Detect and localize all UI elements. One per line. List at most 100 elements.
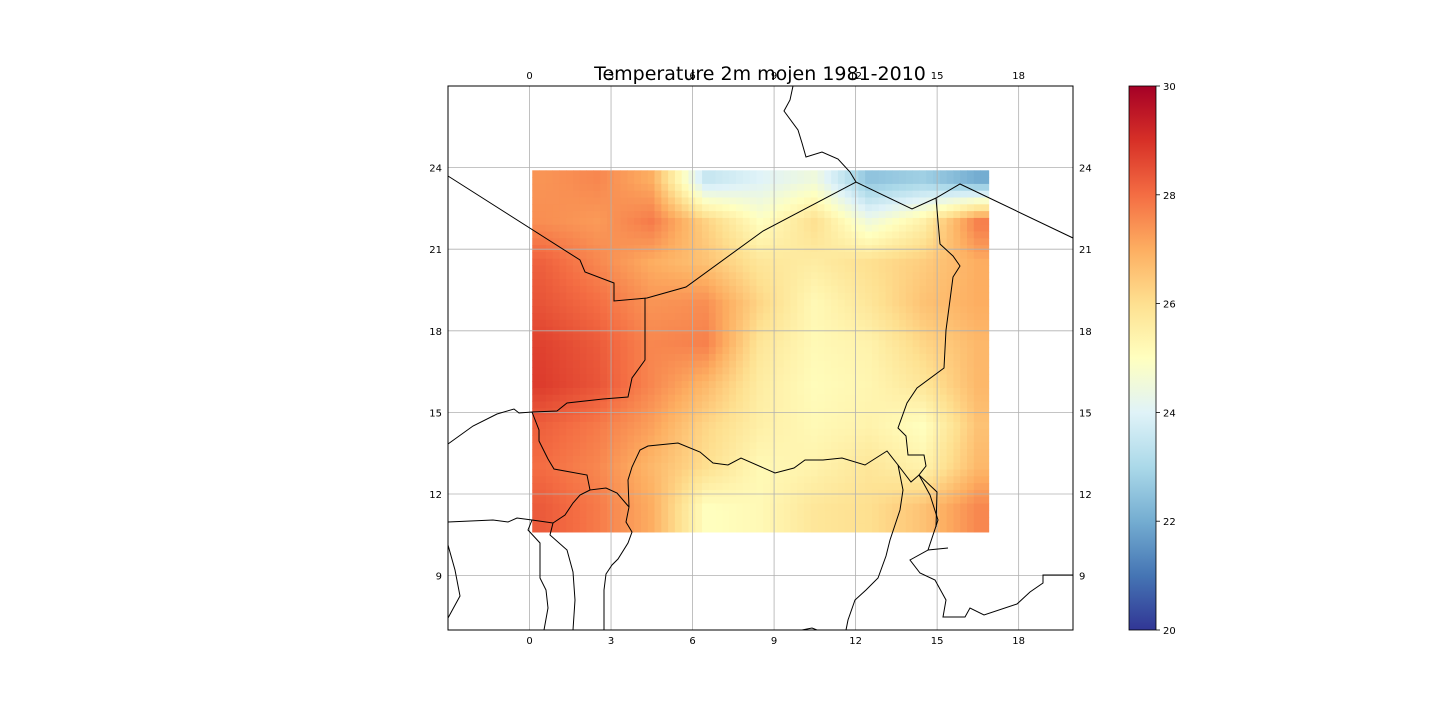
- temperature-cell: [749, 238, 757, 246]
- temperature-cell: [919, 197, 927, 205]
- temperature-cell: [871, 442, 880, 450]
- temperature-cell: [552, 415, 560, 423]
- temperature-cell: [837, 353, 846, 362]
- temperature-cell: [532, 238, 540, 246]
- temperature-cell: [905, 245, 914, 253]
- temperature-cell: [926, 238, 934, 246]
- temperature-cell: [790, 367, 798, 375]
- temperature-cell: [810, 224, 818, 232]
- temperature-cell: [722, 449, 730, 457]
- temperature-cell: [837, 435, 846, 443]
- temperature-cell: [566, 190, 574, 198]
- temperature-cell: [688, 449, 696, 457]
- temperature-cell: [674, 381, 683, 389]
- temperature-cell: [912, 489, 920, 498]
- temperature-cell: [566, 415, 574, 423]
- temperature-cell: [647, 489, 655, 498]
- temperature-cell: [858, 340, 866, 348]
- temperature-cell: [831, 449, 839, 457]
- temperature-cell: [919, 401, 927, 409]
- temperature-cell: [736, 306, 744, 314]
- temperature-cell: [967, 387, 975, 396]
- temperature-cell: [756, 374, 764, 382]
- temperature-cell: [715, 292, 723, 300]
- temperature-cell: [980, 258, 988, 266]
- temperature-cell: [559, 313, 567, 321]
- temperature-cell: [803, 265, 812, 273]
- temperature-cell: [878, 197, 886, 205]
- temperature-cell: [668, 449, 676, 457]
- temperature-cell: [885, 183, 893, 192]
- temperature-cell: [871, 408, 880, 416]
- temperature-cell: [729, 211, 737, 219]
- temperature-cell: [695, 326, 703, 334]
- temperature-cell: [613, 517, 621, 525]
- temperature-cell: [539, 265, 547, 273]
- temperature-cell: [661, 197, 669, 205]
- temperature-cell: [742, 306, 751, 314]
- temperature-cell: [695, 251, 703, 260]
- temperature-cell: [851, 272, 859, 280]
- temperature-cell: [967, 340, 975, 348]
- temperature-cell: [559, 442, 567, 450]
- temperature-cell: [967, 231, 975, 239]
- temperature-cell: [783, 333, 791, 341]
- temperature-cell: [933, 455, 941, 464]
- temperature-cell: [559, 183, 567, 192]
- temperature-cell: [742, 462, 751, 470]
- temperature-cell: [790, 415, 798, 423]
- temperature-cell: [668, 217, 676, 226]
- temperature-cell: [715, 353, 723, 362]
- temperature-cell: [967, 170, 975, 178]
- temperature-cell: [661, 224, 669, 232]
- temperature-cell: [736, 340, 744, 348]
- temperature-cell: [539, 483, 547, 491]
- temperature-cell: [593, 503, 601, 511]
- temperature-cell: [865, 292, 873, 300]
- temperature-cell: [736, 401, 744, 409]
- temperature-cell: [708, 177, 717, 185]
- temperature-cell: [770, 381, 778, 389]
- temperature-cell: [688, 245, 696, 253]
- temperature-cell: [885, 319, 893, 328]
- temperature-cell: [586, 347, 594, 355]
- temperature-cell: [960, 326, 968, 334]
- temperature-cell: [926, 340, 934, 348]
- temperature-cell: [933, 313, 941, 321]
- temperature-cell: [905, 224, 914, 232]
- temperature-cell: [559, 530, 567, 533]
- temperature-cell: [885, 510, 893, 518]
- temperature-cell: [803, 496, 812, 504]
- temperature-cell: [545, 353, 554, 362]
- temperature-cell: [647, 462, 655, 470]
- temperature-cell: [953, 421, 961, 430]
- temperature-cell: [831, 333, 839, 341]
- temperature-cell: [708, 469, 717, 477]
- temperature-cell: [634, 510, 642, 518]
- temperature-cell: [573, 177, 581, 185]
- temperature-cell: [702, 367, 710, 375]
- temperature-cell: [810, 496, 818, 504]
- colorbar-tick-label: 30: [1163, 82, 1176, 93]
- temperature-cell: [770, 245, 778, 253]
- temperature-cell: [770, 313, 778, 321]
- temperature-cell: [715, 177, 723, 185]
- temperature-cell: [776, 238, 784, 246]
- temperature-cell: [620, 190, 628, 198]
- temperature-cell: [545, 483, 554, 491]
- temperature-cell: [770, 299, 778, 307]
- temperature-cell: [674, 340, 683, 348]
- temperature-cell: [647, 517, 655, 525]
- temperature-cell: [559, 319, 567, 328]
- temperature-cell: [668, 224, 676, 232]
- temperature-cell: [539, 231, 547, 239]
- temperature-cell: [640, 435, 649, 443]
- temperature-cell: [858, 265, 866, 273]
- temperature-cell: [953, 523, 961, 532]
- temperature-cell: [763, 292, 771, 300]
- temperature-cell: [708, 394, 717, 402]
- temperature-cell: [661, 517, 669, 525]
- temperature-cell: [871, 510, 880, 518]
- temperature-cell: [647, 224, 655, 232]
- temperature-cell: [831, 489, 839, 498]
